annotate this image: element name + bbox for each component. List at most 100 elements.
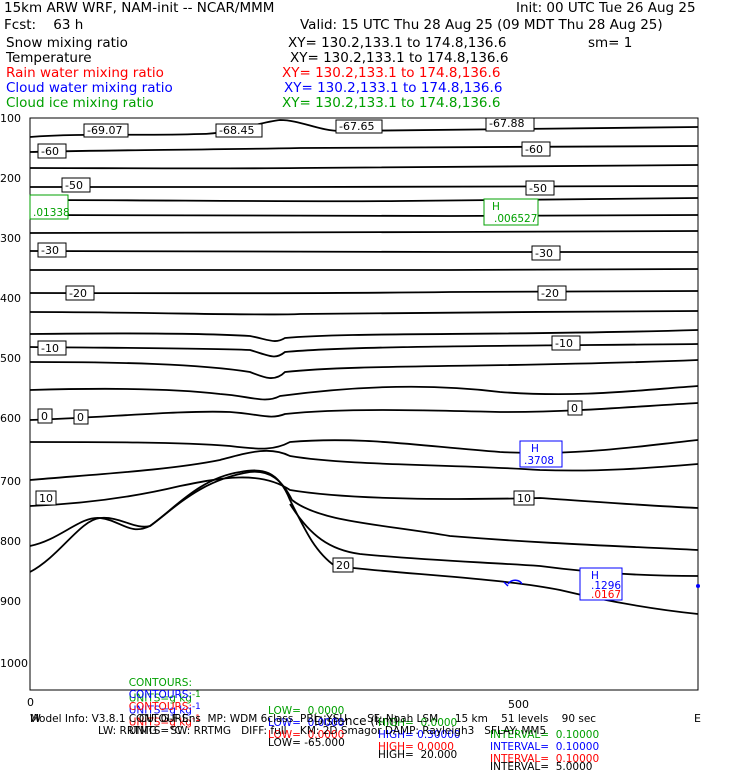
- contour-line: [29, 214, 699, 217]
- contour-line: [29, 402, 699, 421]
- max-marker-label: H: [531, 443, 539, 455]
- y-tick-label: 200: [0, 172, 21, 185]
- contour-info-prefix: CONTOURS:: [128, 701, 193, 713]
- x-axis-label: Distance (km): [314, 714, 398, 728]
- contour-label: -50: [65, 179, 83, 192]
- contour-line: [29, 197, 699, 203]
- contour-line: [30, 268, 699, 271]
- field-xy-temperature: XY= 130.2,133.1 to 174.8,136.6: [290, 50, 509, 66]
- contour-label: -69.07: [87, 124, 122, 137]
- max-marker-label: H: [591, 570, 599, 582]
- contour-label: -68.45: [219, 124, 254, 137]
- contour-label: -10: [41, 342, 59, 355]
- contour-line: [29, 329, 699, 342]
- contour-label-box: [551, 335, 581, 351]
- contour-info-low: LOW= 0.0000: [268, 704, 345, 717]
- contour-label-box: [37, 242, 67, 258]
- contour-line: [29, 145, 699, 153]
- contour-info-units-exp: -1: [191, 714, 201, 724]
- field-xy-rain: XY= 130.2,133.1 to 174.8,136.6: [282, 65, 501, 81]
- field-xy-snow: XY= 130.2,133.1 to 174.8,136.6: [288, 35, 507, 51]
- contour-line: [289, 503, 699, 577]
- contour-label: -30: [41, 244, 59, 257]
- contour-label: -60: [525, 143, 543, 156]
- field-xy-cloud-ice: XY= 130.2,133.1 to 174.8,136.6: [282, 95, 501, 111]
- max-marker-value: .3708: [524, 455, 554, 467]
- contour-line: [29, 449, 699, 481]
- contour-label-box: [513, 490, 535, 506]
- contour-line: [29, 250, 698, 253]
- contour-line: [29, 230, 699, 234]
- contour-label: -20: [541, 287, 559, 300]
- contour-line: [29, 310, 699, 316]
- contour-label-box: [83, 123, 129, 138]
- contour-label-box: [61, 177, 91, 193]
- contour-label: -50: [529, 182, 547, 195]
- x-tick-label: 0: [27, 696, 34, 709]
- contour-label-box: [37, 143, 67, 159]
- max-marker-box: [579, 567, 623, 601]
- valid-time: Valid: 15 UTC Thu 28 Aug 25 (09 MDT Thu …: [300, 17, 663, 33]
- contour-info-low: LOW= -65.000: [268, 737, 345, 749]
- y-tick-label: 600: [0, 412, 21, 425]
- x-endpoint-label: E: [694, 712, 701, 725]
- y-tick-label: 800: [0, 535, 21, 548]
- contour-label-box: [525, 180, 555, 196]
- contour-info-units-exp: -1: [191, 690, 201, 700]
- contour-info-interval: INTERVAL= 5.0000: [490, 761, 593, 773]
- contour-label: -30: [535, 247, 553, 260]
- max-marker-label: H: [492, 201, 500, 213]
- y-tick-label: 400: [0, 292, 21, 305]
- x-endpoint-label: W: [30, 712, 41, 725]
- contour-info-low: LOW= 0.0000: [268, 728, 345, 741]
- contour-label: 0: [571, 402, 578, 415]
- contour-info-prefix: CONTOURS:: [128, 713, 193, 725]
- contour-info-high: HIGH= 0.30000: [378, 728, 461, 741]
- contour-label-box: [521, 141, 551, 157]
- field-name-snow: Snow mixing ratio: [6, 35, 128, 51]
- contour-info-low: LOW= 0.0000: [268, 716, 345, 729]
- terrain-surface: [29, 469, 699, 615]
- contour-info-interval: INTERVAL= 0.10000: [490, 740, 600, 753]
- contour-line: [29, 359, 699, 379]
- field-name-rain: Rain water mixing ratio: [6, 65, 164, 81]
- contour-label: 10: [517, 492, 531, 505]
- contour-label: 20: [336, 559, 350, 572]
- contour-info-units: UNITS=°C: [128, 725, 182, 737]
- contour-line: [29, 290, 699, 295]
- contour-info-interval: INTERVAL= 0.10000: [490, 728, 600, 741]
- contour-info-prefix: CONTOURS:: [128, 677, 193, 689]
- x-tick-label: 500: [508, 698, 529, 711]
- contour-label-box: [37, 408, 53, 424]
- contour-info-units: UNITS=g kg: [128, 692, 192, 705]
- contour-label: 0: [77, 411, 84, 424]
- contour-line: [29, 385, 699, 401]
- contour-label-box: [537, 285, 567, 301]
- y-tick-label: 900: [0, 595, 21, 608]
- contour-label: -10: [555, 337, 573, 350]
- contour-info-temperature: CONTOURS: UNITS=°C LOW= -65.000 HIGH= 20…: [122, 701, 593, 773]
- contour-info-high: HIGH= 0.0000: [378, 716, 458, 729]
- y-tick-label: 500: [0, 352, 21, 365]
- field-name-cloud-ice: Cloud ice mixing ratio: [6, 95, 154, 111]
- contour-info-units: UNITS=g kg: [128, 704, 192, 717]
- contour-label-box: [485, 117, 535, 132]
- cloud-water-contour: [503, 581, 509, 587]
- max-marker-value: .0167: [591, 589, 621, 601]
- contour-label-box: [335, 119, 383, 134]
- smoothing-label: sm= 1: [588, 35, 633, 51]
- max-marker-value: .01338: [33, 207, 70, 219]
- plot-frame: [29, 117, 699, 691]
- contour-label-box: [332, 557, 354, 573]
- contour-label-box: [73, 409, 89, 425]
- field-name-cloud-water: Cloud water mixing ratio: [6, 80, 173, 96]
- contour-label-box: [567, 400, 583, 416]
- contour-label: 10: [39, 492, 53, 505]
- contour-label-box: [65, 285, 95, 301]
- contour-label: -67.65: [339, 120, 374, 133]
- model-info-line2: LW: RRTMG SW: RRTMG DIFF: full KM: 2D Sm…: [98, 725, 547, 737]
- contour-label-box: [35, 490, 57, 506]
- contour-line: [29, 185, 699, 188]
- cloud-water-contour: [696, 584, 700, 588]
- contour-line: [29, 343, 699, 358]
